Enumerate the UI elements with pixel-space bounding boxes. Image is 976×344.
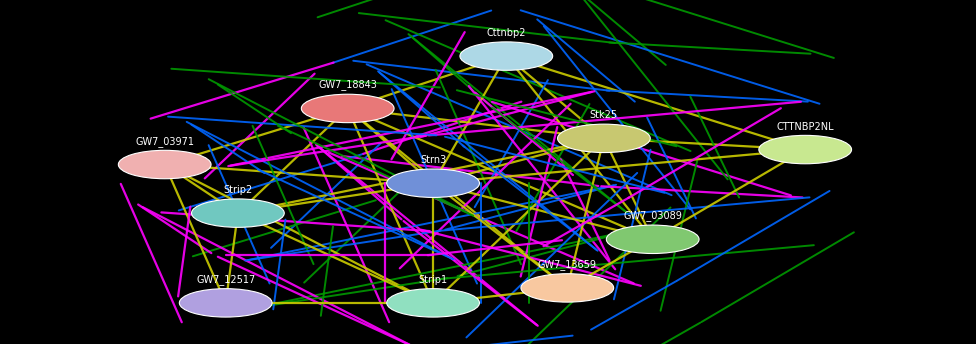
Text: GW7_03971: GW7_03971 <box>136 136 194 147</box>
Text: Stk25: Stk25 <box>590 110 618 120</box>
Circle shape <box>302 94 394 123</box>
Text: GW7_18843: GW7_18843 <box>318 79 377 90</box>
Text: GW7_12517: GW7_12517 <box>196 274 256 285</box>
Circle shape <box>118 150 211 179</box>
Text: Strip1: Strip1 <box>419 275 448 285</box>
Text: Strn3: Strn3 <box>420 155 446 165</box>
Text: CTTNBP2NL: CTTNBP2NL <box>776 122 834 132</box>
Circle shape <box>759 135 851 164</box>
Text: GW7_13659: GW7_13659 <box>538 259 596 270</box>
Circle shape <box>386 289 479 317</box>
Circle shape <box>386 169 479 197</box>
Circle shape <box>191 199 284 227</box>
Text: Cttnbp2: Cttnbp2 <box>487 28 526 38</box>
Text: Strip2: Strip2 <box>224 185 253 195</box>
Text: GW7_03089: GW7_03089 <box>624 211 682 221</box>
Circle shape <box>557 124 650 152</box>
Circle shape <box>180 289 272 317</box>
Circle shape <box>521 274 614 302</box>
Circle shape <box>460 42 552 70</box>
Circle shape <box>606 225 699 254</box>
